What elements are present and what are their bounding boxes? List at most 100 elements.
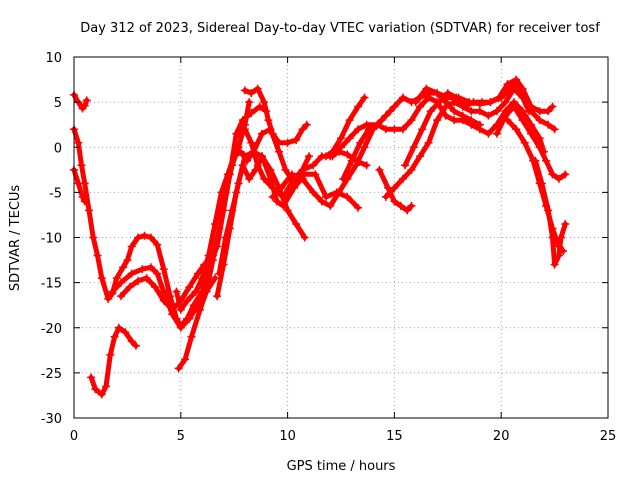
data-point	[260, 174, 269, 183]
data-point	[554, 251, 563, 260]
data-point	[390, 125, 399, 134]
data-point	[247, 89, 256, 98]
data-point	[381, 125, 390, 134]
data-point	[217, 188, 226, 197]
data-point	[403, 206, 412, 215]
data-point	[518, 93, 527, 102]
data-point	[97, 390, 106, 399]
y-tick-label: -10	[41, 232, 62, 247]
data-point	[245, 174, 254, 183]
data-point	[134, 233, 143, 242]
data-point	[450, 116, 459, 125]
data-point	[398, 93, 407, 102]
y-axis-label: SDTVAR / TECUs	[8, 185, 23, 292]
data-point	[364, 125, 373, 134]
data-point	[247, 138, 256, 147]
data-point	[548, 102, 557, 111]
data-point	[354, 102, 363, 111]
data-point	[106, 350, 115, 359]
series-line	[494, 104, 568, 182]
data-point	[535, 116, 544, 125]
data-point	[121, 328, 130, 337]
data-point	[424, 93, 433, 102]
series-arc4	[87, 323, 140, 399]
data-point	[311, 170, 320, 179]
data-point	[78, 192, 87, 201]
data-point	[409, 143, 418, 152]
data-point	[390, 183, 399, 192]
y-tick-label: -5	[49, 186, 62, 201]
data-point	[345, 134, 354, 143]
x-tick-label: 10	[279, 429, 296, 444]
data-point	[119, 263, 128, 272]
data-point	[362, 161, 371, 170]
data-point	[153, 269, 162, 278]
data-point	[283, 138, 292, 147]
data-point	[236, 147, 245, 156]
data-point	[561, 170, 570, 179]
data-point	[550, 260, 559, 269]
x-tick-label: 20	[493, 429, 510, 444]
data-point	[202, 287, 211, 296]
data-point	[433, 89, 442, 98]
data-point	[550, 125, 559, 134]
data-point	[527, 120, 536, 129]
data-point	[168, 305, 177, 314]
data-point	[268, 183, 277, 192]
data-point	[426, 107, 435, 116]
data-point	[253, 84, 262, 93]
y-tick-label: 5	[54, 96, 62, 111]
series-arc2	[70, 125, 217, 330]
data-point	[210, 274, 219, 283]
data-point	[215, 269, 224, 278]
data-point	[153, 240, 162, 249]
data-point	[362, 120, 371, 129]
data-point	[548, 233, 557, 242]
data-point	[492, 129, 501, 138]
data-point	[390, 197, 399, 206]
data-point	[390, 102, 399, 111]
data-point	[396, 201, 405, 210]
data-point	[112, 274, 121, 283]
data-point	[467, 107, 476, 116]
data-point	[234, 143, 243, 152]
data-point	[198, 274, 207, 283]
data-point	[501, 111, 510, 120]
data-point	[116, 278, 125, 287]
data-point	[123, 256, 132, 265]
data-point	[230, 152, 239, 161]
data-point	[524, 107, 533, 116]
data-point	[131, 341, 140, 350]
data-point	[89, 233, 98, 242]
series-arc24	[531, 156, 570, 269]
data-point	[484, 129, 493, 138]
data-point	[548, 170, 557, 179]
data-point	[467, 120, 476, 129]
data-point	[304, 152, 313, 161]
data-point	[309, 161, 318, 170]
series-arc8	[174, 98, 254, 373]
data-point	[234, 179, 243, 188]
data-point	[138, 265, 147, 274]
data-point	[208, 256, 217, 265]
data-point	[347, 156, 356, 165]
data-point	[354, 125, 363, 134]
data-point	[159, 287, 168, 296]
data-point	[554, 174, 563, 183]
series-arc21	[411, 80, 533, 116]
data-point	[501, 98, 510, 107]
data-point	[407, 165, 416, 174]
data-point	[191, 287, 200, 296]
data-point	[518, 116, 527, 125]
data-point	[381, 111, 390, 120]
data-point	[497, 93, 506, 102]
data-point	[326, 201, 335, 210]
data-point	[475, 107, 484, 116]
data-point	[443, 93, 452, 102]
data-point	[561, 219, 570, 228]
y-tick-label: -25	[41, 367, 62, 382]
data-point	[298, 165, 307, 174]
data-point	[354, 203, 363, 212]
data-point	[140, 231, 149, 240]
